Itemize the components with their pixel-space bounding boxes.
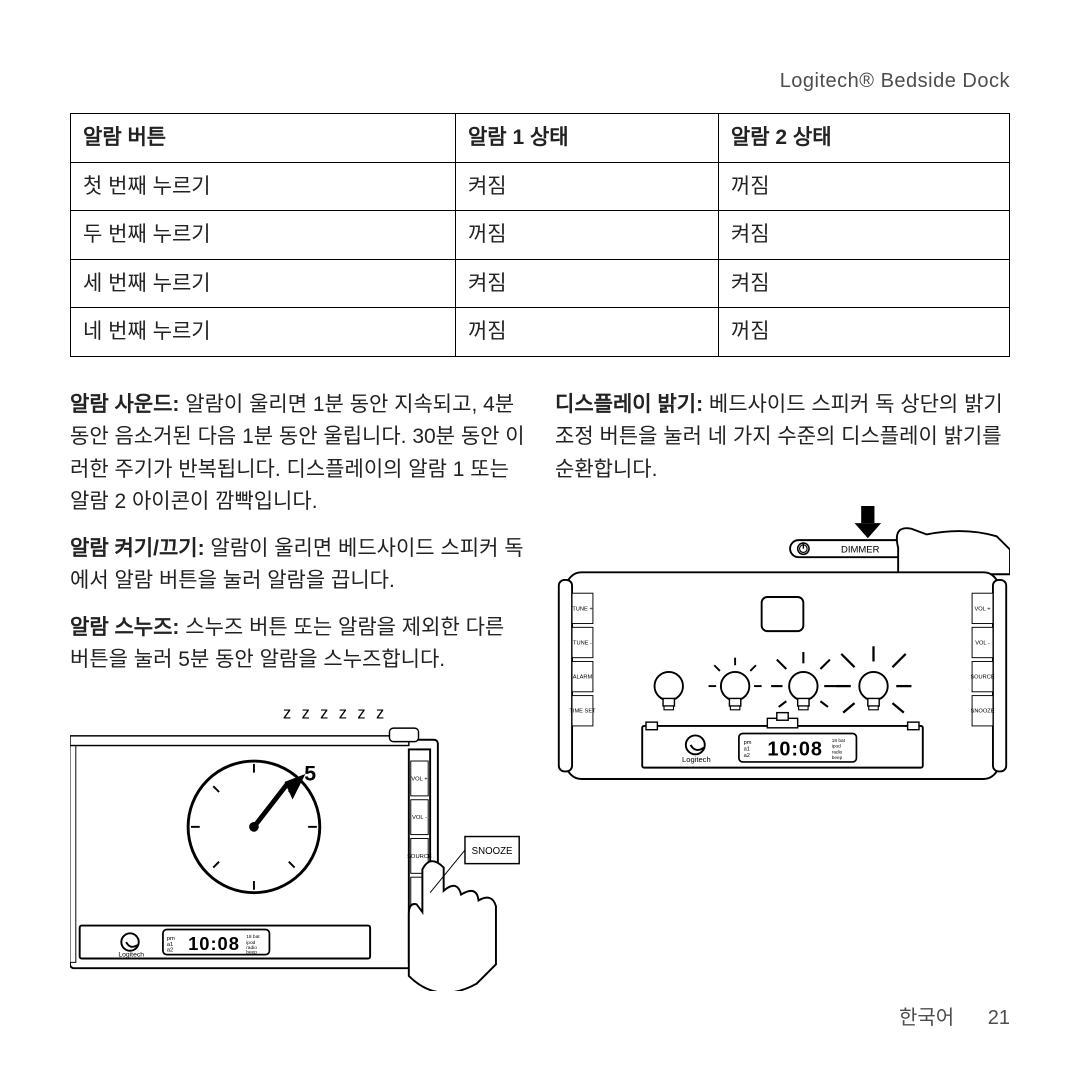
para-alarm-sound: 알람 사운드: 알람이 울리면 1분 동안 지속되고, 4분 동안 음소거된 다… [70, 389, 525, 519]
footer-lang: 한국어 [899, 1007, 954, 1029]
btn-tune-dn: TUNE - [573, 641, 592, 647]
ind-beep: beep [246, 950, 257, 956]
btn-tune-up: TUNE + [572, 606, 593, 612]
footer-page: 21 [988, 1007, 1010, 1029]
para-alarm-snooze: 알람 스누즈: 스누즈 버튼 또는 알람을 제외한 다른 버튼을 눌러 5분 동… [70, 612, 525, 677]
dimmer-illustration: DIMMER TUNE + TUNE - ALARM TIME SET [555, 506, 1010, 790]
cell: 꺼짐 [718, 308, 1009, 357]
th-button: 알람 버튼 [71, 114, 456, 163]
cell: 네 번째 누르기 [71, 308, 456, 357]
cell: 꺼짐 [718, 162, 1009, 211]
btn-source2: SOURCE [970, 675, 994, 681]
btn-volup2: VOL + [974, 606, 991, 612]
th-alarm2: 알람 2 상태 [718, 114, 1009, 163]
label-brightness: 디스플레이 밝기: [555, 393, 703, 416]
para-brightness: 디스플레이 밝기: 베드사이드 스피커 독 상단의 밝기 조정 버튼을 눌러 네… [555, 389, 1010, 487]
btn-source: SOURCE [407, 854, 432, 860]
cell: 첫 번째 누르기 [71, 162, 456, 211]
cell: 켜짐 [718, 211, 1009, 260]
btn-timeset: TIME SET [569, 709, 596, 715]
label-alarm-sound: 알람 사운드: [70, 393, 179, 416]
zzz-text: z z z z z z [283, 704, 387, 722]
ind2-bat: 18 bat [832, 738, 846, 744]
table-row: 세 번째 누르기 켜짐 켜짐 [71, 259, 1010, 308]
alarm-state-table: 알람 버튼 알람 1 상태 알람 2 상태 첫 번째 누르기 켜짐 꺼짐 두 번… [70, 113, 1010, 357]
snooze-label: SNOOZE [472, 846, 513, 857]
cell: 켜짐 [718, 259, 1009, 308]
hand-icon [409, 861, 496, 991]
clock-number-5: 5 [304, 761, 316, 785]
table-row: 두 번째 누르기 꺼짐 켜짐 [71, 211, 1010, 260]
ind2-ipod: ipod [832, 744, 841, 750]
right-column: 디스플레이 밝기: 베드사이드 스피커 독 상단의 밝기 조정 버튼을 눌러 네… [555, 389, 1010, 1002]
btn-voldn2: VOL - [975, 641, 990, 647]
snooze-illustration: z z z z z z [70, 701, 525, 991]
page-footer: 한국어 21 [899, 1001, 1010, 1030]
ind-a2: a2 [167, 948, 173, 954]
power-icon [798, 543, 809, 554]
logo-text-2: Logitech [682, 755, 711, 764]
ind2-radio: radio [832, 750, 843, 756]
product-header: Logitech® Bedside Dock [70, 70, 1010, 93]
cell: 두 번째 누르기 [71, 211, 456, 260]
th-alarm1: 알람 1 상태 [455, 114, 718, 163]
left-column: 알람 사운드: 알람이 울리면 1분 동안 지속되고, 4분 동안 음소거된 다… [70, 389, 525, 1002]
ind2-pm: pm [744, 740, 752, 746]
btn-volup: VOL + [411, 776, 428, 782]
cell: 꺼짐 [455, 211, 718, 260]
logo-text: Logitech [118, 951, 144, 958]
display-time: 10:08 [188, 933, 240, 954]
ind2-a2: a2 [744, 753, 750, 759]
cell: 켜짐 [455, 259, 718, 308]
cell: 켜짐 [455, 162, 718, 211]
arrow-down-icon [855, 506, 882, 538]
table-row: 첫 번째 누르기 켜짐 꺼짐 [71, 162, 1010, 211]
dimmer-label: DIMMER [841, 545, 880, 556]
btn-snooze2: SNOOZE [971, 709, 995, 715]
btn-voldn: VOL - [412, 815, 427, 821]
ind2-beep: beep [832, 755, 843, 761]
label-alarm-snooze: 알람 스누즈: [70, 616, 179, 639]
cell: 세 번째 누르기 [71, 259, 456, 308]
btn-alarm: ALARM [573, 675, 593, 681]
cell: 꺼짐 [455, 308, 718, 357]
para-alarm-onoff: 알람 켜기/끄기: 알람이 울리면 베드사이드 스피커 독에서 알람 버튼을 눌… [70, 533, 525, 598]
ind-bat: 18 bat [246, 934, 260, 940]
label-alarm-onoff: 알람 켜기/끄기: [70, 537, 205, 560]
ind2-a1: a1 [744, 747, 750, 753]
table-header-row: 알람 버튼 알람 1 상태 알람 2 상태 [71, 114, 1010, 163]
table-row: 네 번째 누르기 꺼짐 꺼짐 [71, 308, 1010, 357]
hand-press-icon [897, 528, 1010, 574]
display-time-2: 10:08 [767, 738, 823, 760]
